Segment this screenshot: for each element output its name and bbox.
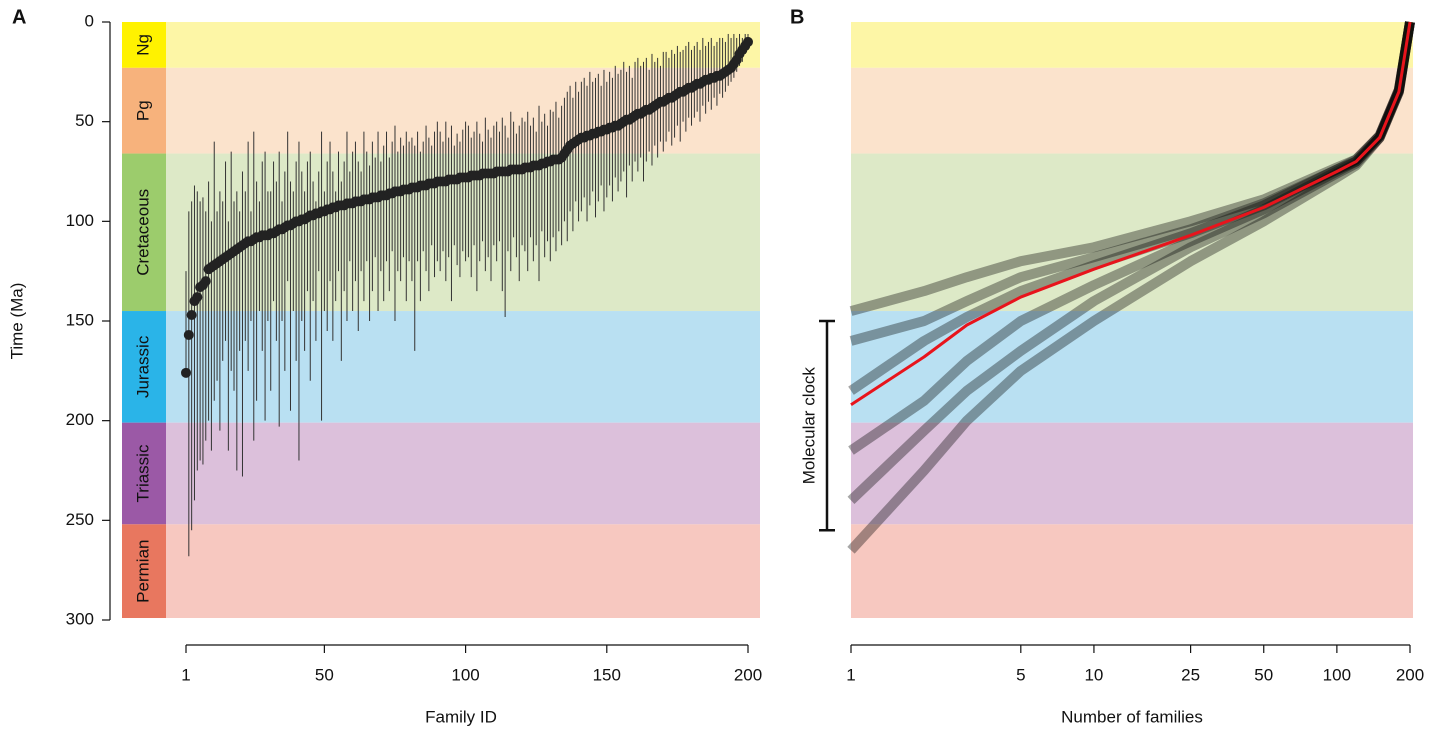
point xyxy=(192,292,203,303)
period-label-box xyxy=(122,422,166,525)
period-band xyxy=(851,67,1413,154)
x-tick-label: 10 xyxy=(1084,665,1103,684)
period-label-box xyxy=(122,153,166,312)
median-line xyxy=(850,21,1412,406)
point xyxy=(743,36,753,47)
x-tick-label: 200 xyxy=(734,665,762,684)
panel-label: B xyxy=(790,6,804,28)
y-tick-label: 300 xyxy=(66,609,94,628)
x-tick-label: 1 xyxy=(846,665,855,684)
point xyxy=(183,329,194,340)
period-label: Pg xyxy=(133,100,152,121)
x-axis-title: Number of families xyxy=(1061,707,1203,726)
period-label: Cretaceous xyxy=(133,189,152,276)
period-band xyxy=(166,311,760,423)
x-tick-label: 50 xyxy=(315,665,334,684)
point xyxy=(200,276,211,287)
x-axis-title: Family ID xyxy=(425,707,497,726)
x-tick-label: 150 xyxy=(593,665,621,684)
period-band xyxy=(166,422,760,525)
period-label: Jurassic xyxy=(133,335,152,398)
period-band xyxy=(851,22,1413,68)
period-label: Triassic xyxy=(133,444,152,502)
point xyxy=(181,367,191,378)
period-label-box xyxy=(122,22,166,68)
period-label-box xyxy=(122,524,166,619)
period-label-box xyxy=(122,311,166,423)
x-tick-label: 100 xyxy=(451,665,479,684)
period-band xyxy=(851,311,1413,423)
y-tick-label: 200 xyxy=(66,410,94,429)
period-band xyxy=(851,422,1413,525)
y-tick-label: 250 xyxy=(66,510,94,529)
period-band xyxy=(166,22,760,68)
bracket xyxy=(819,319,835,532)
y-tick-label: 150 xyxy=(66,310,94,329)
x-tick-label: 200 xyxy=(1396,665,1424,684)
period-label: Ng xyxy=(133,34,152,56)
x-tick-label: 1 xyxy=(181,665,190,684)
x-tick-label: 25 xyxy=(1181,665,1200,684)
x-tick-label: 100 xyxy=(1323,665,1351,684)
y-tick-label: 100 xyxy=(66,211,94,230)
period-band xyxy=(166,524,760,619)
y-axis-title: Time (Ma) xyxy=(7,283,26,360)
panel-label: A xyxy=(12,6,26,28)
x-tick-label: 5 xyxy=(1016,665,1025,684)
period-label: Permian xyxy=(133,540,152,603)
x-tick-label: 50 xyxy=(1254,665,1273,684)
period-band xyxy=(851,524,1413,619)
point xyxy=(186,310,197,321)
annotation: Molecular clock xyxy=(799,367,818,485)
y-tick-label: 50 xyxy=(75,111,94,130)
y-tick-label: 0 xyxy=(85,11,94,30)
period-label-box xyxy=(122,67,166,154)
